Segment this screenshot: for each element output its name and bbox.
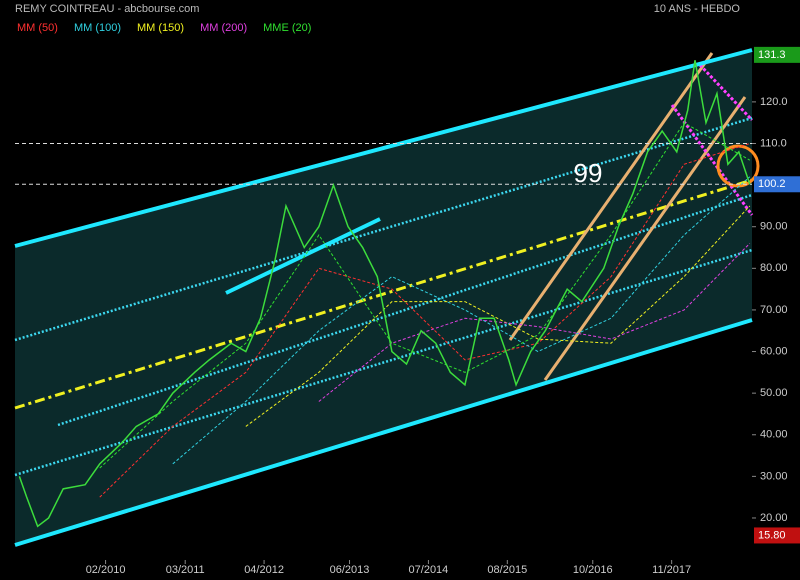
center-line <box>14 178 753 410</box>
y-tick-label: 70.00 <box>760 304 788 316</box>
x-tick-label: 07/2014 <box>409 564 449 576</box>
price-label-box <box>754 46 800 63</box>
moving-average <box>172 176 751 465</box>
legend-entry: MME (20) <box>263 22 311 34</box>
price-label-box <box>754 527 800 544</box>
x-tick-label: 08/2015 <box>487 564 527 576</box>
y-tick-label: 20.00 <box>760 512 788 524</box>
y-tick-label: 60.00 <box>760 345 788 357</box>
x-tick-label: 11/2017 <box>652 564 691 576</box>
x-tick-label: 06/2013 <box>330 564 370 576</box>
moving-average <box>318 243 751 402</box>
highlight-circle <box>716 144 760 188</box>
legend-entry: MM (100) <box>74 22 121 34</box>
legend-entry: MM (200) <box>200 22 247 34</box>
trend-down <box>698 63 754 122</box>
y-tick-label: 110.0 <box>760 137 787 149</box>
dotted-channel <box>14 116 753 342</box>
y-tick-label: 120.0 <box>760 96 788 108</box>
moving-average <box>99 143 750 498</box>
y-tick-label: 90.00 <box>760 221 788 233</box>
moving-average <box>99 122 751 469</box>
chart-subtitle: 10 ANS - HEBDO <box>654 3 741 15</box>
trend-up <box>508 52 714 341</box>
x-tick-label: 04/2012 <box>244 564 284 576</box>
x-tick-label: 10/2016 <box>573 564 613 576</box>
price-label: 100.2 <box>758 178 786 190</box>
moving-average <box>245 205 751 427</box>
price-label: 131.3 <box>758 49 786 61</box>
price-label: 15.80 <box>758 529 786 541</box>
y-tick-label: 30.00 <box>760 470 788 482</box>
dotted-channel <box>57 193 753 427</box>
price-label-box <box>754 176 800 193</box>
channel-bottom <box>14 318 753 547</box>
legend-entry: MM (150) <box>137 22 184 34</box>
channel-top <box>14 48 753 248</box>
chart-title: REMY COINTREAU - abcbourse.com <box>15 3 199 15</box>
y-tick-label: 80.00 <box>760 262 788 274</box>
x-tick-label: 03/2011 <box>166 564 205 576</box>
trend-lines <box>14 52 760 477</box>
price-line <box>18 60 751 528</box>
support-line <box>225 217 381 295</box>
x-tick-label: 02/2010 <box>86 564 126 576</box>
y-tick-label: 50.00 <box>760 387 788 399</box>
annotation: 99 <box>574 158 603 188</box>
trend-down <box>670 104 754 216</box>
legend-entry: MM (50) <box>17 22 58 34</box>
y-tick-label: 40.00 <box>760 429 788 441</box>
dotted-channel <box>14 248 753 477</box>
